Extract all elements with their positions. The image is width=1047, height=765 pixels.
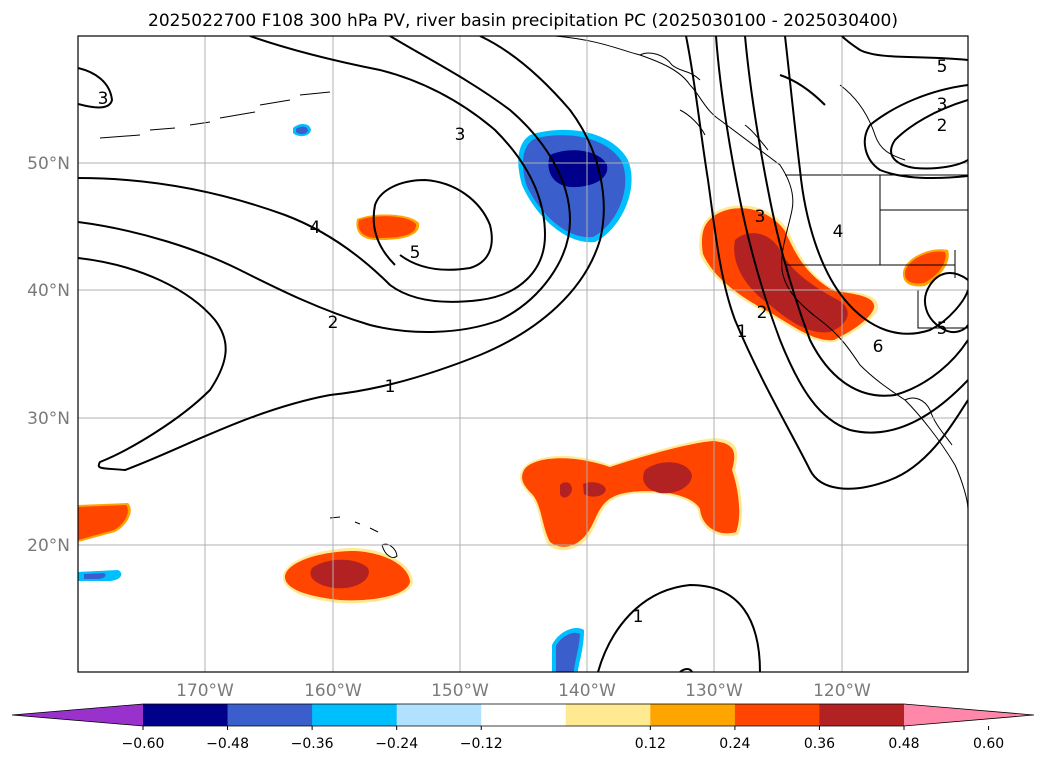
positive-anomaly-core — [560, 482, 572, 498]
pv-contour — [78, 67, 114, 109]
pv-contour — [924, 272, 968, 334]
lon-label: 120°W — [813, 681, 871, 701]
positive-anomaly-core — [583, 482, 606, 497]
contour-label: 3 — [98, 89, 109, 109]
pv-contour — [597, 583, 761, 672]
lon-label: 170°W — [176, 681, 234, 701]
contour-label: 4 — [310, 218, 321, 238]
lon-label: 160°W — [304, 681, 362, 701]
lon-label: 150°W — [431, 681, 489, 701]
positive-anomaly-blob — [78, 505, 128, 540]
colorbar-swatch — [565, 704, 651, 726]
figure-title: 2025022700 F108 300 hPa PV, river basin … — [148, 11, 898, 31]
lon-label: 130°W — [685, 681, 743, 701]
contour-label: 3 — [937, 95, 948, 115]
colorbar: −0.60 −0.48 −0.36 −0.24 −0.12 0.12 0.24 0.36 0.4… — [11, 703, 1035, 752]
lat-label: 40°N — [27, 281, 70, 301]
colorbar-swatch — [819, 704, 905, 726]
colorbar-label: 0.12 — [635, 736, 666, 752]
negative-anomaly-blob — [84, 573, 106, 579]
colorbar-label: −0.12 — [460, 736, 503, 752]
pv-contour — [841, 36, 968, 61]
pv-contour — [78, 36, 605, 472]
colorbar-swatch — [227, 704, 313, 726]
latitude-labels: 50°N 40°N 30°N 20°N — [27, 154, 70, 556]
colorbar-swatch — [396, 704, 482, 726]
pv-contour — [863, 84, 968, 179]
contour-label: 1 — [385, 377, 396, 397]
colorbar-swatch — [650, 704, 736, 726]
contour-label: 2 — [757, 303, 768, 323]
lat-label: 20°N — [27, 536, 70, 556]
colorbar-label: 0.24 — [719, 736, 750, 752]
pv-contour — [372, 178, 493, 271]
positive-anomaly-core — [643, 462, 692, 494]
colorbar-swatch — [312, 704, 398, 726]
contour-label: 1 — [633, 607, 644, 627]
contour-label: 3 — [455, 125, 466, 145]
colorbar-swatch — [143, 704, 229, 726]
pv-contour — [890, 99, 968, 170]
contour-label: 3 — [755, 207, 766, 227]
contour-label: 5 — [410, 243, 421, 263]
positive-anomaly-blob — [904, 251, 946, 284]
lat-label: 50°N — [27, 154, 70, 174]
map-background — [78, 36, 968, 672]
colorbar-label: 0.36 — [804, 736, 835, 752]
contour-label: 2 — [328, 313, 339, 333]
colorbar-extend-max — [904, 704, 1034, 726]
colorbar-swatch — [734, 704, 820, 726]
map-panel: 3 3 4 5 2 1 3 4 2 1 6 5 5 3 2 1 — [77, 35, 969, 673]
colorbar-label: −0.24 — [375, 736, 418, 752]
colorbar-label: 0.60 — [973, 736, 1004, 752]
coastlines — [99, 36, 968, 559]
lat-label: 30°N — [27, 409, 70, 429]
contour-label: 6 — [873, 337, 884, 357]
colorbar-swatch — [481, 704, 567, 726]
pv-contour — [744, 36, 968, 397]
colorbar-label: −0.36 — [291, 736, 334, 752]
colorbar-label: −0.60 — [122, 736, 165, 752]
pv-contour — [715, 36, 968, 434]
pv-contour — [685, 36, 968, 490]
pv-contour — [78, 36, 572, 333]
pv-contour — [679, 668, 693, 672]
colorbar-label: −0.48 — [206, 736, 249, 752]
shading-layer — [78, 124, 949, 672]
negative-anomaly-blob — [556, 632, 580, 672]
longitude-labels: 170°W 160°W 150°W 140°W 130°W 120°W — [176, 681, 871, 701]
pv-contour — [78, 36, 547, 303]
colorbar-extend-min — [12, 704, 143, 726]
lon-label: 140°W — [558, 681, 616, 701]
negative-anomaly-blob — [296, 126, 308, 135]
pv-contour — [784, 36, 968, 335]
positive-anomaly-core — [310, 559, 369, 589]
contour-labels: 3 3 4 5 2 1 3 4 2 1 6 5 5 3 2 1 — [98, 57, 948, 627]
contour-label: 4 — [833, 222, 844, 242]
contour-label: 1 — [737, 322, 748, 342]
pv-contours — [78, 36, 968, 672]
contour-label: 5 — [937, 57, 948, 77]
colorbar-label: 0.48 — [888, 736, 919, 752]
contour-label: 5 — [937, 319, 948, 339]
contour-label: 2 — [937, 116, 948, 136]
map-frame — [77, 35, 969, 673]
negative-anomaly-core — [548, 150, 608, 188]
pv-contour — [779, 74, 826, 106]
